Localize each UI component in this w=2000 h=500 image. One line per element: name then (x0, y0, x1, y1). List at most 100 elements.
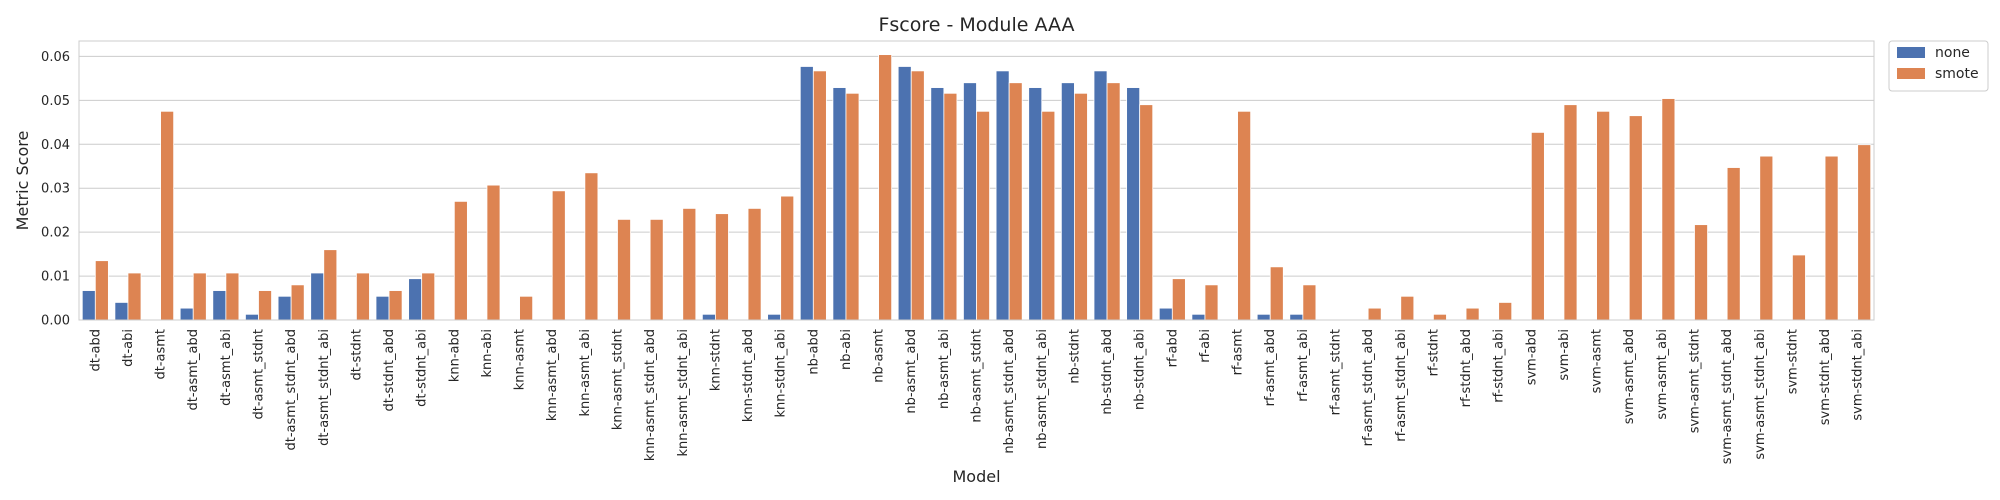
bar-none-nb-asmt_abi (930, 87, 945, 321)
bar-smote-nb-abd (812, 70, 827, 321)
bar-smote-rf-abd (1171, 278, 1186, 321)
x-tick-label: nb-asmt_abd (904, 329, 919, 414)
bar-smote-rf-asmt_abd (1269, 266, 1284, 321)
x-tick-label: rf-stdnt (1426, 329, 1441, 376)
bar-smote-nb-asmt (878, 54, 893, 321)
x-tick-label: knn-abi (480, 329, 495, 378)
bar-smote-rf-asmt_stdnt_abi (1400, 295, 1415, 321)
x-tick-label: svm-asmt_abi (1655, 329, 1670, 420)
x-tick-label: dt-asmt_stdnt_abd (284, 329, 299, 450)
bar-smote-nb-stdnt_abi (1139, 104, 1154, 321)
bar-none-nb-abd (799, 66, 814, 321)
bar-smote-nb-asmt_abd (910, 70, 925, 321)
x-tick-label: knn-asmt_abi (578, 329, 593, 417)
bar-smote-rf-stdnt_abd (1465, 307, 1480, 321)
bar-smote-svm-abi (1563, 104, 1578, 321)
x-tick-label: knn-stdnt (708, 329, 723, 391)
x-tick-label: svm-asmt (1590, 329, 1605, 393)
y-tick-label: 0.05 (41, 94, 70, 109)
bar-smote-dt-asmt (160, 110, 175, 321)
bar-smote-dt-stdnt_abd (388, 290, 403, 321)
x-tick-label: knn-abd (447, 329, 462, 382)
x-tick-label: rf-asmt_stdnt (1329, 329, 1344, 415)
x-tick-label: nb-stdnt_abd (1100, 329, 1115, 415)
bar-smote-rf-stdnt (1433, 313, 1447, 321)
bar-smote-svm-stdnt_abd (1824, 155, 1839, 321)
bar-smote-svm-abd (1530, 131, 1545, 321)
y-tick-label: 0.04 (41, 138, 70, 153)
bar-none-dt-asmt_stdnt_abi (310, 272, 325, 321)
x-tick-label: dt-asmt_abd (186, 329, 201, 411)
bar-smote-nb-stdnt_abd (1106, 82, 1121, 321)
x-tick-label: svm-stdnt (1785, 329, 1800, 394)
x-tick-label: svm-abi (1557, 329, 1572, 381)
bar-smote-knn-stdnt_abi (780, 195, 795, 321)
bar-smote-rf-asmt_stdnt_abd (1367, 307, 1382, 321)
bar-none-rf-abd (1158, 307, 1173, 321)
bar-smote-svm-asmt_stdnt_abd (1726, 167, 1741, 321)
bar-smote-rf-asmt_abi (1302, 284, 1317, 321)
x-tick-label: rf-abi (1198, 329, 1213, 363)
legend-label-smote: smote (1935, 66, 1979, 82)
bar-none-rf-asmt_abd (1256, 313, 1271, 321)
bar-smote-rf-asmt (1237, 110, 1252, 321)
bar-smote-dt-abd (94, 260, 109, 321)
x-tick-label: knn-asmt_stdnt (611, 329, 626, 430)
x-tick-label: rf-asmt_stdnt_abd (1361, 329, 1376, 446)
x-tick-label: rf-asmt_stdnt_abi (1394, 329, 1409, 442)
y-tick-label: 0.00 (41, 314, 70, 329)
bar-smote-svm-asmt (1596, 110, 1611, 321)
bar-smote-dt-asmt_abd (192, 272, 207, 321)
x-tick-label: knn-asmt_stdnt_abi (676, 329, 691, 457)
plot-frame (78, 40, 1875, 321)
bar-smote-svm-asmt_abd (1628, 115, 1643, 321)
x-tick-label: dt-stdnt (349, 329, 364, 381)
y-tick-label: 0.06 (41, 50, 70, 65)
x-tick-label: nb-asmt_stdnt (970, 329, 985, 423)
bar-none-nb-stdnt (1060, 82, 1075, 321)
x-tick-label: rf-stdnt_abd (1459, 329, 1474, 407)
bar-none-nb-asmt_stdnt_abi (1028, 87, 1043, 321)
bar-none-nb-stdnt_abi (1126, 87, 1141, 321)
bar-none-knn-stdnt_abi (767, 313, 782, 321)
x-tick-label: svm-abd (1524, 329, 1539, 385)
x-tick-label: nb-asmt_abi (937, 329, 952, 409)
bar-smote-svm-asmt_abi (1661, 98, 1676, 321)
bar-smote-nb-asmt_stdnt (976, 110, 990, 321)
bar-none-dt-asmt_stdnt (245, 313, 259, 321)
x-tick-label: svm-stdnt_abd (1818, 329, 1833, 425)
bar-none-nb-stdnt_abd (1093, 70, 1108, 321)
bar-none-rf-asmt_abi (1289, 313, 1304, 321)
y-axis-title: Metric Score (13, 131, 32, 231)
x-tick-label: dt-abi (121, 329, 136, 367)
bar-none-dt-abd (81, 290, 96, 321)
bars (81, 54, 1872, 321)
x-tick-label: knn-asmt (513, 329, 528, 390)
x-tick-label: svm-asmt_stdnt_abi (1753, 329, 1768, 460)
x-tick-label: rf-asmt (1231, 329, 1246, 375)
x-tick-label: rf-asmt_abi (1296, 329, 1311, 402)
y-tick-labels: 0.00 0.01 0.02 0.03 0.04 0.05 0.06 (41, 50, 70, 329)
bar-none-knn-stdnt (701, 313, 716, 321)
bar-smote-knn-asmt_abd (551, 190, 566, 321)
bar-smote-knn-asmt_stdnt (617, 218, 631, 321)
bar-smote-svm-stdnt_abi (1857, 144, 1872, 321)
bar-smote-dt-asmt_abi (225, 272, 240, 321)
bar-smote-knn-asmt (519, 295, 534, 321)
bar-none-nb-asmt_stdnt (963, 82, 977, 321)
legend-label-none: none (1935, 45, 1970, 61)
bar-smote-nb-asmt_stdnt_abd (1008, 82, 1023, 321)
x-axis-title: Model (952, 467, 1000, 486)
x-tick-label: dt-abd (88, 329, 103, 372)
x-tick-labels: dt-abd dt-abi dt-asmt dt-asmt_abd dt-asmt_ab… (88, 329, 1865, 464)
bar-smote-knn-stdnt_abd (747, 207, 762, 321)
bar-smote-dt-abi (127, 272, 142, 321)
x-tick-label: nb-asmt_stdnt_abd (1002, 329, 1017, 454)
bar-none-nb-abi (832, 87, 847, 321)
x-tick-label: nb-abi (839, 329, 854, 370)
x-tick-label: nb-asmt_stdnt_abi (1035, 329, 1050, 449)
y-tick-label: 0.03 (41, 182, 70, 197)
x-tick-label: knn-stdnt_abi (774, 329, 789, 418)
